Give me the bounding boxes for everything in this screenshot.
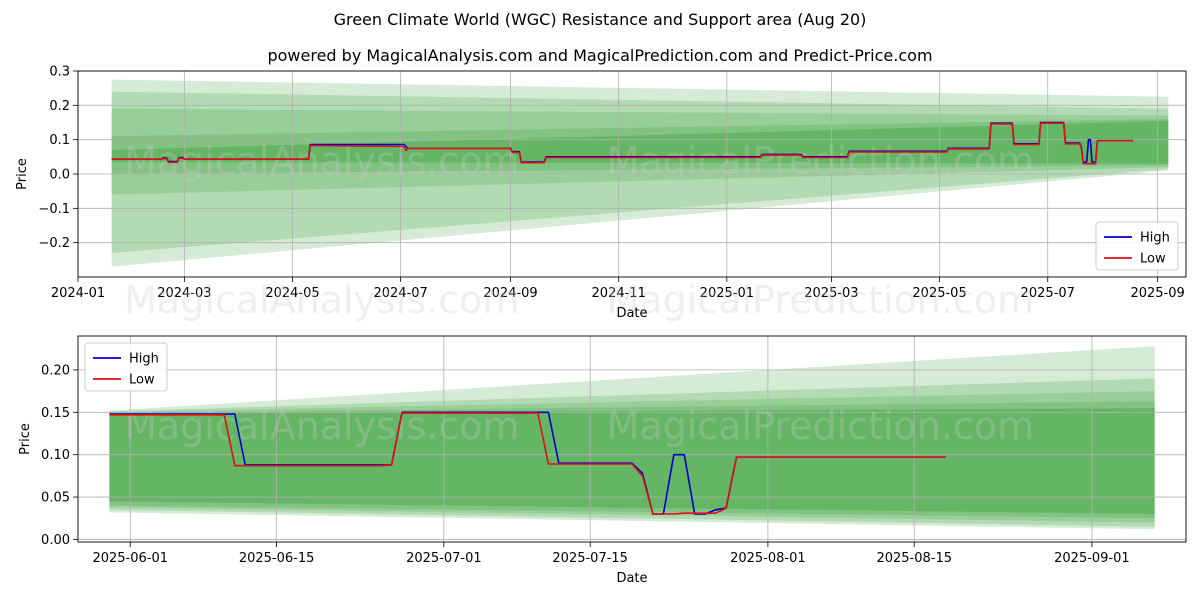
x-tick-label: 2025-03 [804,286,858,301]
x-tick-label: 2025-05 [912,286,966,301]
watermark-text: MagicalPrediction.com [607,404,1035,448]
support-resistance-band [111,79,1169,267]
y-tick-label: 0.05 [41,491,70,506]
x-tick-label: 2024-11 [592,286,646,301]
support-resistance-band [109,346,1155,530]
support-resistance-band [109,408,1155,515]
band-group [111,79,1169,267]
x-tick-label: 2025-01 [700,286,754,301]
legend-box [1095,221,1179,271]
y-tick-label: −0.2 [38,236,70,251]
plot-frame [77,70,1187,278]
chart-subtitle: powered by MagicalAnalysis.com and Magic… [267,46,933,65]
legend-label-low: Low [1140,252,1166,267]
y-tick-label: 0.20 [41,363,70,378]
y-tick-label: 0.10 [41,448,70,463]
x-tick-label: 2025-07-01 [406,551,482,566]
y-tick-label: 0.00 [41,533,70,548]
support-resistance-band [111,108,1169,195]
legend-label-high: High [1140,231,1170,246]
support-resistance-band [111,91,1169,253]
x-tick-label: 2024-01 [51,286,105,301]
legend-label-high: High [129,352,159,367]
y-tick-label: 0.2 [49,99,70,114]
watermark-text: MagicalAnalysis.com [124,278,519,322]
y-tick-label: 0.1 [49,133,70,148]
x-tick-label: 2025-06-01 [92,551,168,566]
watermark-text: MagicalAnalysis.com [124,404,519,448]
chart-title: Green Climate World (WGC) Resistance and… [333,10,867,29]
x-tick-label: 2024-09 [483,286,537,301]
y-tick-label: 0.15 [41,406,70,421]
x-tick-label: 2025-07-15 [552,551,628,566]
x-tick-label: 2025-09 [1130,286,1184,301]
chart-panel-2: 2025-06-01 2025-06-15 2025-07-01 2025-07-15… [18,335,1187,586]
x-tick-label: 2024-07 [373,286,427,301]
plot-frame [77,335,1187,543]
legend-label-low: Low [129,373,155,388]
x-tick-label: 2025-08-01 [730,551,806,566]
y-axis-label: Price [18,423,33,455]
support-resistance-band [111,120,1169,164]
y-tick-label: 0.3 [49,65,70,80]
x-tick-label: 2025-09-01 [1054,551,1130,566]
support-resistance-band [109,378,1155,527]
x-tick-label: 2025-07 [1021,286,1075,301]
support-resistance-band [111,119,1169,174]
x-tick-label: 2024-03 [157,286,211,301]
legend-box [84,342,168,392]
x-axis-label: Date [616,306,647,321]
chart-panel-1: 2024-01 2024-03 2024-05 2024-07 2024-09 2024-… [15,65,1187,322]
x-tick-label: 2025-08-15 [876,551,952,566]
legend: High Low [84,342,168,392]
y-tick-label: −0.1 [38,202,70,217]
series-line-low [109,412,946,515]
y-tick-label: 0.0 [49,168,70,183]
x-axis-label: Date [616,571,647,586]
series-group [109,411,946,515]
legend: High Low [1095,221,1179,271]
x-tick-label: 2025-06-15 [239,551,315,566]
watermark-text: MagicalPrediction.com [607,139,1035,183]
support-resistance-band [109,401,1155,519]
band-group [109,346,1155,530]
series-group [111,121,1133,165]
y-axis-label: Price [15,158,30,190]
x-tick-label: 2024-05 [265,286,319,301]
series-line-low [111,122,1133,165]
support-resistance-band [109,391,1155,523]
watermark-text: MagicalPrediction.com [607,278,1035,322]
